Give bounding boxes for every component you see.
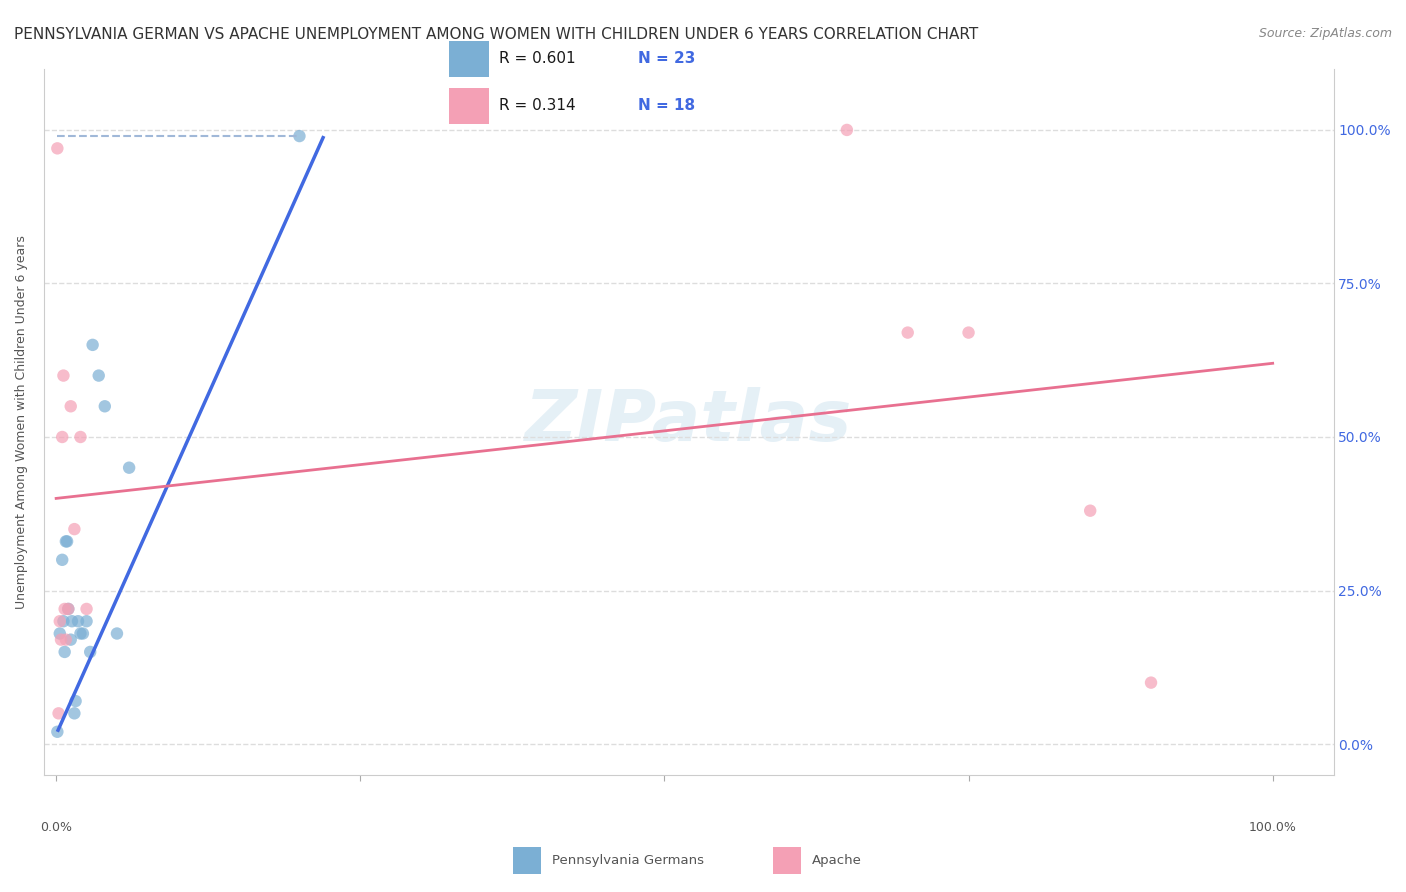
Text: N = 18: N = 18 [638, 97, 695, 112]
Point [46, 724, 69, 739]
Point [52, 368, 75, 383]
Point [53, 602, 76, 616]
Point [69, 430, 91, 444]
Point [72, 626, 94, 640]
Point [49, 626, 72, 640]
Point [897, 326, 920, 340]
Point [60, 614, 83, 628]
Text: 100.0%: 100.0% [1249, 821, 1296, 834]
FancyBboxPatch shape [449, 87, 489, 124]
Point [63, 522, 86, 536]
Point [58, 602, 80, 616]
Point [56, 534, 79, 549]
Point [94, 399, 117, 413]
Point [76, 602, 98, 616]
Text: R = 0.314: R = 0.314 [499, 97, 575, 112]
Point [82, 338, 104, 352]
Text: ZIPatlas: ZIPatlas [524, 387, 852, 456]
Text: N = 23: N = 23 [638, 52, 695, 66]
Point [1078, 504, 1101, 518]
Point [69, 626, 91, 640]
Point [118, 460, 141, 475]
Point [105, 626, 128, 640]
Point [65, 694, 87, 708]
Point [288, 129, 311, 144]
Y-axis label: Unemployment Among Women with Children Under 6 years: Unemployment Among Women with Children U… [15, 235, 28, 608]
Point [58, 602, 80, 616]
Point [957, 326, 980, 340]
Point [49, 614, 72, 628]
Point [63, 706, 86, 721]
Text: Source: ZipAtlas.com: Source: ZipAtlas.com [1258, 27, 1392, 40]
Point [49, 632, 72, 647]
Point [51, 430, 73, 444]
FancyBboxPatch shape [449, 42, 489, 78]
Text: Pennsylvania Germans: Pennsylvania Germans [551, 855, 704, 867]
Point [67, 614, 90, 628]
FancyBboxPatch shape [513, 847, 541, 874]
Point [79, 645, 101, 659]
FancyBboxPatch shape [773, 847, 801, 874]
Point [52, 614, 75, 628]
Point [53, 645, 76, 659]
Point [55, 632, 77, 647]
Point [46, 141, 69, 155]
Point [1140, 675, 1163, 690]
Text: PENNSYLVANIA GERMAN VS APACHE UNEMPLOYMENT AMONG WOMEN WITH CHILDREN UNDER 6 YEA: PENNSYLVANIA GERMAN VS APACHE UNEMPLOYME… [14, 27, 979, 42]
Point [87, 368, 110, 383]
Point [51, 553, 73, 567]
Text: Apache: Apache [813, 855, 862, 867]
Point [59, 632, 82, 647]
Point [48, 706, 70, 721]
Point [55, 534, 77, 549]
Point [835, 123, 858, 137]
Text: 0.0%: 0.0% [41, 821, 72, 834]
Point [59, 399, 82, 413]
Text: R = 0.601: R = 0.601 [499, 52, 575, 66]
Point [76, 614, 98, 628]
